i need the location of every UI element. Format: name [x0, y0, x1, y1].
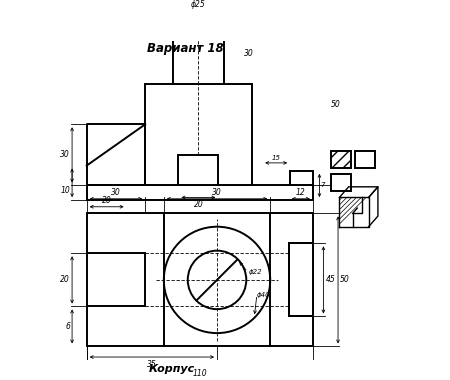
Bar	[145, 84, 252, 185]
Bar	[289, 243, 313, 317]
Bar	[87, 185, 313, 200]
Text: 6: 6	[65, 322, 70, 331]
Text: 110: 110	[193, 369, 207, 378]
Text: 15: 15	[272, 155, 281, 161]
Text: 50: 50	[331, 100, 341, 109]
Text: ϕ22: ϕ22	[249, 269, 262, 275]
Text: 10: 10	[60, 186, 70, 195]
Text: Корпус: Корпус	[148, 364, 195, 374]
Text: 30: 30	[212, 188, 222, 197]
Text: 30: 30	[243, 49, 253, 59]
Text: 30: 30	[60, 150, 70, 159]
Text: 50: 50	[340, 276, 350, 284]
Text: 20: 20	[60, 276, 70, 284]
Text: 45: 45	[325, 276, 335, 284]
Text: Вариант 18: Вариант 18	[147, 42, 223, 55]
Text: 35: 35	[147, 360, 157, 369]
Text: 12: 12	[296, 188, 306, 197]
Bar	[179, 155, 218, 185]
Bar	[331, 174, 351, 191]
Text: ϕ40: ϕ40	[257, 291, 270, 298]
Text: ϕ25: ϕ25	[191, 0, 206, 9]
Text: 30: 30	[111, 188, 121, 197]
Bar	[356, 151, 375, 168]
Text: 20: 20	[102, 196, 112, 205]
Bar	[87, 214, 313, 347]
Bar	[331, 151, 351, 168]
Bar	[290, 171, 313, 185]
Text: 7: 7	[321, 182, 325, 188]
Bar	[173, 23, 224, 84]
Text: 20: 20	[194, 200, 203, 209]
